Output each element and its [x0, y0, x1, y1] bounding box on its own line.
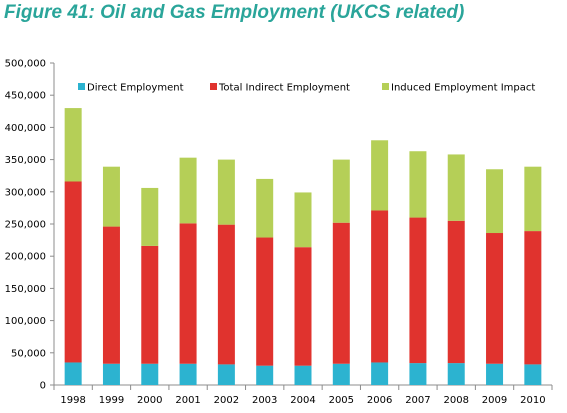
x-tick-label: 2000	[137, 395, 162, 406]
x-tick-label: 2003	[252, 395, 277, 406]
bar-segment-induced	[179, 157, 197, 224]
bar-segment-direct	[141, 363, 159, 385]
x-tick-label: 1998	[60, 395, 85, 406]
legend-swatch	[78, 83, 85, 90]
x-tick-label: 2001	[175, 395, 200, 406]
y-tick-label: 300,000	[5, 187, 46, 198]
bar-segment-induced	[217, 159, 235, 225]
bar-segment-direct	[256, 365, 274, 385]
legend-label: Induced Employment Impact	[391, 83, 535, 94]
bar-segment-induced	[256, 178, 274, 238]
chart-title: Figure 41: Oil and Gas Employment (UKCS …	[4, 2, 465, 23]
bar-segment-induced	[524, 166, 542, 232]
x-tick-label: 1999	[99, 395, 124, 406]
bar-segment-direct	[486, 363, 504, 385]
x-tick-label: 2004	[290, 395, 315, 406]
bar-segment-direct	[64, 362, 82, 385]
legend: Direct Employment Total Indirect Employme…	[78, 83, 535, 94]
bar-segment-indirect	[294, 247, 312, 366]
bar-segment-induced	[371, 140, 389, 211]
bar-segment-induced	[141, 187, 159, 246]
bar-segment-indirect	[64, 181, 82, 363]
legend-swatch	[382, 83, 389, 90]
bar-segment-induced	[64, 108, 82, 182]
bar-segment-indirect	[179, 223, 197, 364]
x-tick-label: 2010	[520, 395, 545, 406]
bar-segment-direct	[179, 363, 197, 385]
bar-segment-direct	[409, 363, 427, 385]
bar-segment-induced	[294, 192, 312, 248]
y-tick-label: 250,000	[5, 220, 46, 231]
bar-segment-indirect	[217, 224, 235, 365]
legend-label: Direct Employment	[87, 83, 184, 94]
y-axis: 0 50,000 100,000 150,000 200,000 250,000 300,0…	[5, 59, 55, 392]
y-tick-label: 50,000	[11, 348, 46, 359]
bar-segment-induced	[332, 159, 350, 223]
bar-segment-indirect	[409, 217, 427, 364]
legend-label: Total Indirect Employment	[218, 83, 350, 94]
bar-segment-induced	[409, 151, 427, 218]
x-tick-label: 2005	[329, 395, 354, 406]
bar-segment-induced	[102, 166, 120, 227]
x-axis: 1998 1999 2000 2001 2002 2003 2004 2005 2006 2007…	[53, 384, 553, 406]
x-tick-label: 2009	[482, 395, 507, 406]
bar-segment-indirect	[371, 210, 389, 363]
y-tick-label: 100,000	[5, 316, 46, 327]
bar-segment-direct	[102, 363, 120, 385]
bar-segment-direct	[447, 363, 465, 385]
y-tick-label: 500,000	[5, 59, 46, 70]
bar-segment-direct	[217, 364, 235, 385]
bar-segment-indirect	[524, 231, 542, 365]
bar-segment-direct	[294, 365, 312, 385]
y-tick-label: 200,000	[5, 252, 46, 263]
y-tick-label: 400,000	[5, 123, 46, 134]
bar-segment-indirect	[486, 233, 504, 364]
bar-segment-induced	[447, 154, 465, 221]
x-tick-label: 2007	[405, 395, 430, 406]
x-tick-label: 2002	[214, 395, 239, 406]
bar-segment-direct	[371, 362, 389, 385]
bar-segment-indirect	[256, 237, 274, 366]
bar-segment-indirect	[447, 220, 465, 364]
bar-segment-indirect	[102, 226, 120, 364]
bars	[64, 108, 542, 385]
bar-segment-direct	[332, 363, 350, 385]
x-tick-label: 2006	[367, 395, 392, 406]
bar-segment-indirect	[141, 245, 159, 364]
bar-segment-indirect	[332, 222, 350, 364]
y-tick-label: 150,000	[5, 284, 46, 295]
y-tick-label: 450,000	[5, 91, 46, 102]
bar-segment-direct	[524, 364, 542, 385]
x-tick-label: 2008	[444, 395, 469, 406]
y-tick-label: 350,000	[5, 155, 46, 166]
legend-swatch	[210, 83, 217, 90]
bar-segment-induced	[486, 169, 504, 234]
y-tick-label: 0	[40, 381, 46, 392]
